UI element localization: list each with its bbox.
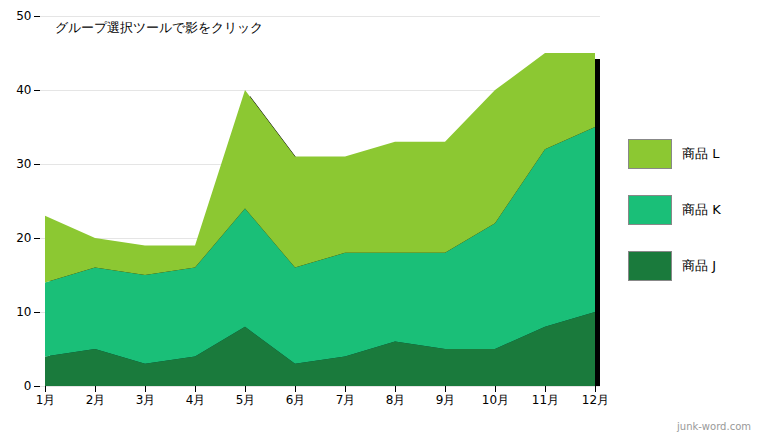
svg-text:10月: 10月 <box>482 393 509 407</box>
html-text:junk-word.com: junk-word.com <box>677 421 751 432</box>
html-text:商品 J: 商品 J <box>682 258 716 273</box>
svg-text:10: 10 <box>16 305 31 319</box>
svg-text:2月: 2月 <box>86 393 106 407</box>
html-text:商品 L: 商品 L <box>682 146 720 161</box>
svg-text:12月: 12月 <box>582 393 609 407</box>
svg-text:11月: 11月 <box>532 393 559 407</box>
svg-text:3月: 3月 <box>136 393 156 407</box>
svg-text:0: 0 <box>24 379 32 393</box>
svg-text:4月: 4月 <box>186 393 206 407</box>
svg-text:40: 40 <box>16 83 31 97</box>
svg-text:7月: 7月 <box>336 393 356 407</box>
svg-text:1月: 1月 <box>36 393 56 407</box>
svg-text:9月: 9月 <box>436 393 456 407</box>
svg-text:グループ選択ツールで影をクリック: グループ選択ツールで影をクリック <box>55 20 263 35</box>
svg-text:6月: 6月 <box>286 393 306 407</box>
svg-text:5月: 5月 <box>236 393 256 407</box>
html-text:商品 K: 商品 K <box>682 202 721 217</box>
svg-text:20: 20 <box>16 231 31 245</box>
svg-text:30: 30 <box>16 157 31 171</box>
svg-text:50: 50 <box>16 9 31 23</box>
svg-text:8月: 8月 <box>386 393 406 407</box>
